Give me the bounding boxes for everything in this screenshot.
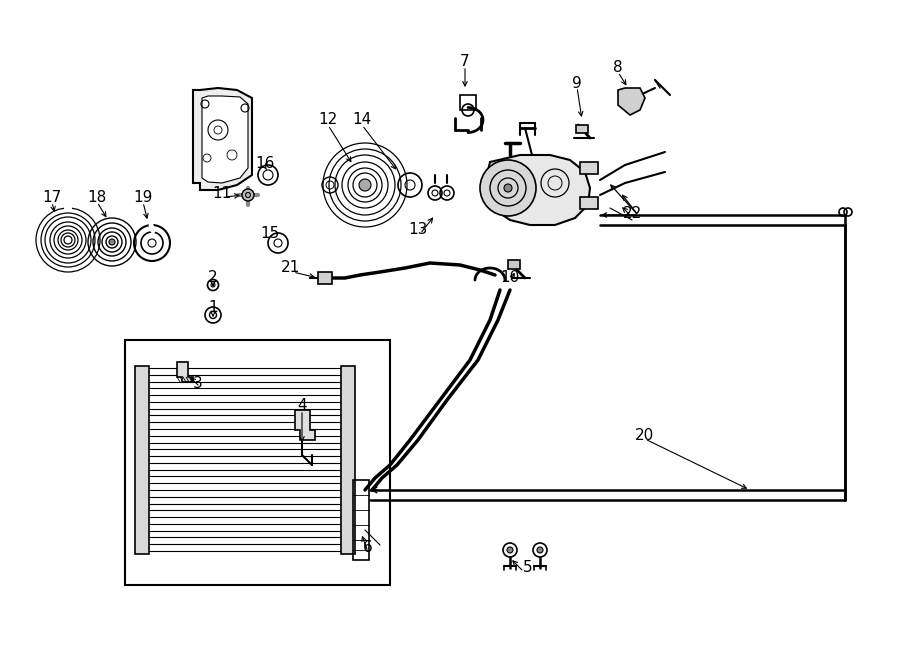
Bar — [580, 162, 598, 174]
Circle shape — [507, 547, 513, 553]
Bar — [580, 197, 598, 209]
Text: 2: 2 — [208, 270, 218, 286]
Text: 9: 9 — [572, 75, 582, 91]
Text: 22: 22 — [623, 206, 642, 221]
Text: 10: 10 — [500, 270, 519, 286]
Text: 3: 3 — [194, 375, 202, 391]
Text: 17: 17 — [42, 190, 61, 206]
Polygon shape — [177, 362, 193, 382]
Polygon shape — [618, 88, 645, 115]
Text: 21: 21 — [281, 260, 300, 276]
Circle shape — [109, 239, 115, 245]
Circle shape — [359, 179, 371, 191]
Bar — [318, 272, 332, 284]
Text: 11: 11 — [212, 186, 231, 200]
Text: 14: 14 — [353, 112, 372, 128]
Polygon shape — [193, 88, 252, 190]
Bar — [460, 95, 476, 110]
Text: 12: 12 — [319, 112, 338, 128]
Text: 6: 6 — [363, 541, 373, 555]
Polygon shape — [295, 410, 315, 440]
Text: 5: 5 — [523, 561, 533, 576]
Text: 8: 8 — [613, 61, 623, 75]
Text: 18: 18 — [87, 190, 106, 206]
Text: 13: 13 — [409, 223, 428, 237]
Text: 16: 16 — [256, 155, 274, 171]
Polygon shape — [202, 96, 248, 183]
Text: 15: 15 — [260, 225, 280, 241]
Circle shape — [537, 547, 543, 553]
Polygon shape — [487, 155, 590, 225]
Bar — [125, 340, 390, 585]
Text: 20: 20 — [635, 428, 654, 442]
Bar — [353, 480, 369, 560]
Bar — [576, 125, 588, 133]
Text: 4: 4 — [297, 397, 307, 412]
Bar — [508, 260, 520, 269]
Circle shape — [242, 189, 254, 201]
Bar — [135, 366, 149, 554]
Circle shape — [480, 160, 536, 216]
Circle shape — [504, 184, 512, 192]
Text: 19: 19 — [133, 190, 153, 206]
Text: 1: 1 — [208, 301, 218, 315]
Text: 7: 7 — [460, 54, 470, 69]
Bar — [341, 366, 355, 554]
